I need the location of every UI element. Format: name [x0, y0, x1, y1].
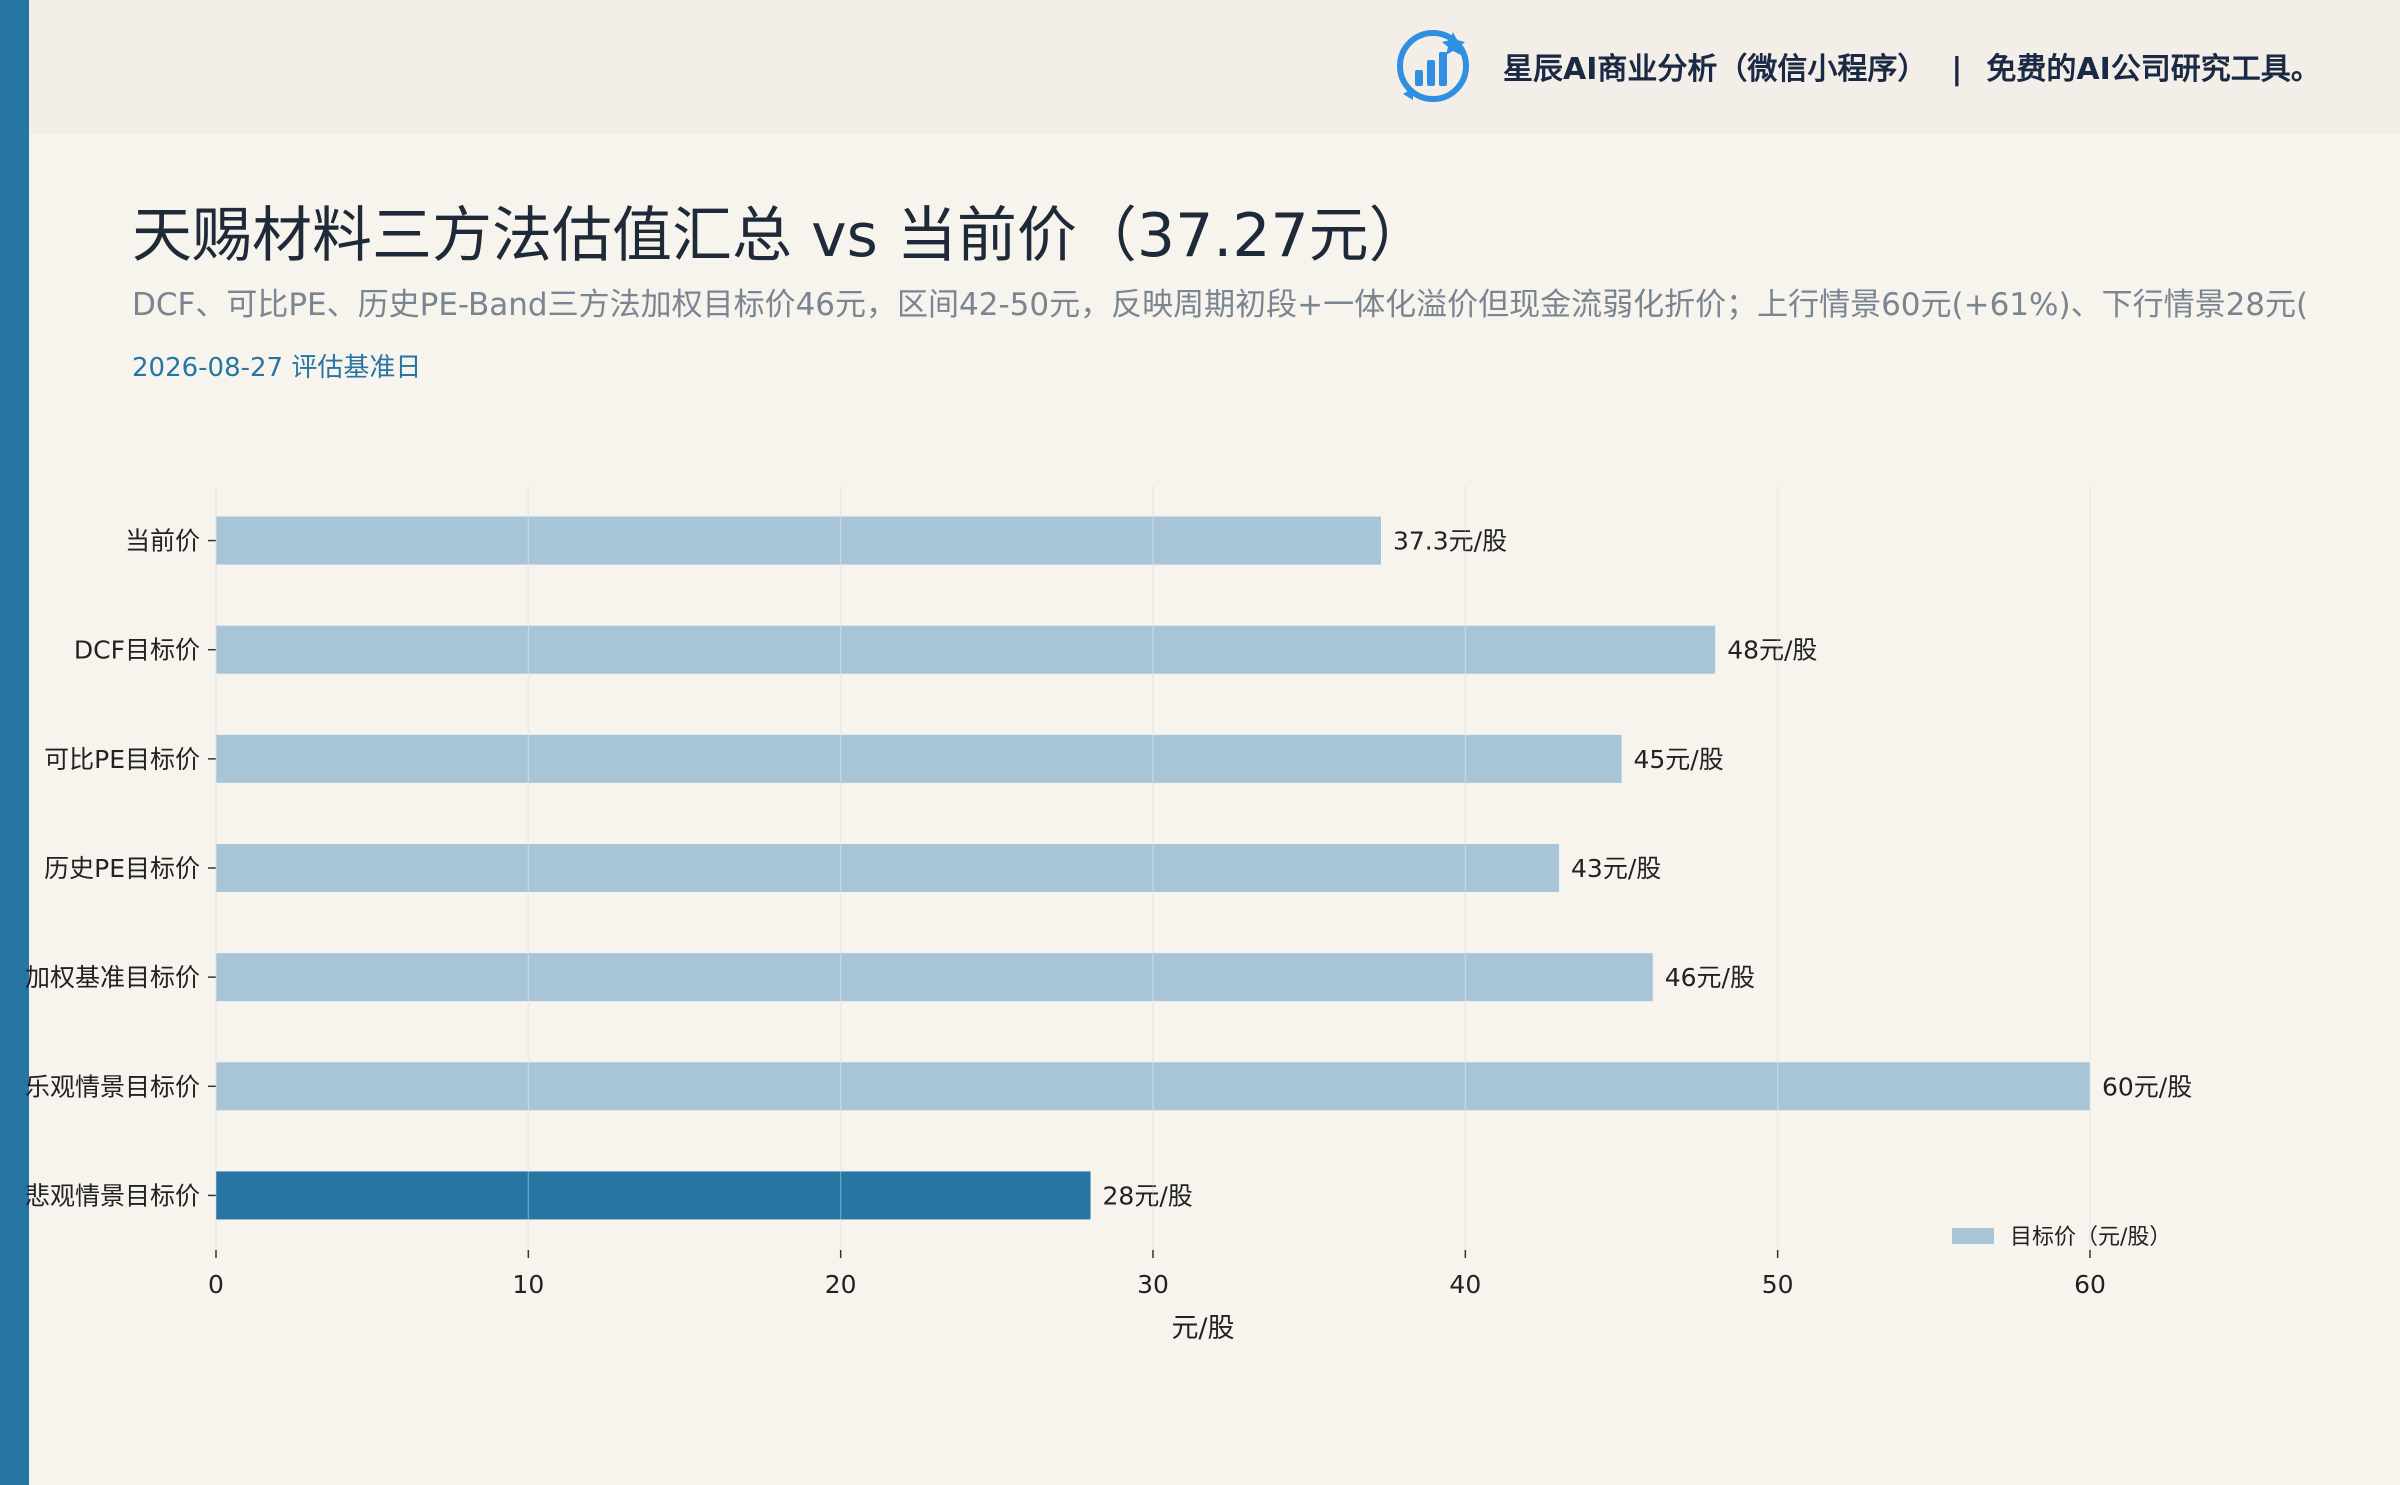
x-axis-label: 元/股	[1171, 1313, 1234, 1344]
x-tick-label-2: 20	[825, 1270, 857, 1299]
brand-text: 星辰AI商业分析（微信小程序） | 免费的AI公司研究工具。	[1503, 50, 2321, 90]
data-labels: 37.3元/股 48元/股 45元/股 43元/股 46元/股 60元/股 28元/股	[215, 486, 2192, 1250]
x-tick-label-0: 0	[208, 1270, 224, 1299]
category-label-6: 悲观情景目标价	[25, 1181, 200, 1210]
bar-4	[216, 953, 1653, 1002]
brand-header: 星辰AI商业分析（微信小程序） | 免费的AI公司研究工具。	[29, 0, 2400, 134]
legend-swatch	[1952, 1228, 1994, 1244]
category-label-2: 可比PE目标价	[44, 745, 200, 774]
category-label-0: 当前价	[125, 527, 200, 556]
data-label-3: 43元/股	[1571, 854, 1661, 883]
page-title: 天赐材料三方法估值汇总 vs 当前价（37.27元）	[132, 201, 1429, 271]
x-tick-label-4: 40	[1449, 1270, 1481, 1299]
bar-0	[216, 516, 1382, 565]
legend-label: 目标价（元/股）	[2010, 1225, 2171, 1250]
bar-6	[216, 1171, 1091, 1220]
brand-tagline: 免费的AI公司研究工具。	[1986, 52, 2321, 87]
bars	[216, 516, 2090, 1220]
data-label-0: 37.3元/股	[1393, 527, 1507, 556]
page-subtitle: DCF、可比PE、历史PE-Band三方法加权目标价46元，区间42-50元，反…	[132, 287, 2309, 323]
x-tick-label-3: 30	[1137, 1270, 1169, 1299]
brand-name: 星辰AI商业分析（微信小程序）	[1503, 52, 1928, 87]
data-label-1: 48元/股	[1727, 636, 1817, 665]
data-label-2: 45元/股	[1634, 745, 1724, 774]
bar-1	[216, 625, 1716, 674]
bar-3	[216, 843, 1560, 893]
data-label-5: 60元/股	[2102, 1072, 2192, 1101]
x-tick-label-6: 60	[2074, 1270, 2106, 1299]
left-accent-stripe	[0, 0, 29, 1485]
brand-separator: |	[1951, 52, 1963, 87]
bar-2	[216, 734, 1622, 783]
data-label-6: 28元/股	[1103, 1181, 1193, 1210]
category-label-1: DCF目标价	[74, 636, 200, 665]
chart-legend: 目标价（元/股）	[1952, 1225, 2171, 1250]
axes: 当前价 DCF目标价可比PE目标价历史PE目标价加权基准目标价乐观情景目标价悲观情…	[25, 527, 2106, 1344]
x-tick-label-1: 10	[512, 1270, 544, 1299]
data-label-4: 46元/股	[1665, 963, 1755, 992]
category-label-4: 加权基准目标价	[25, 963, 200, 992]
category-label-3: 历史PE目标价	[44, 854, 200, 883]
bar-chart-logo-icon	[1397, 30, 1469, 102]
bar-5	[216, 1062, 2090, 1111]
x-tick-label-5: 50	[1762, 1270, 1794, 1299]
category-label-5: 乐观情景目标价	[25, 1072, 200, 1101]
valuation-date: 2026-08-27 评估基准日	[132, 353, 422, 383]
